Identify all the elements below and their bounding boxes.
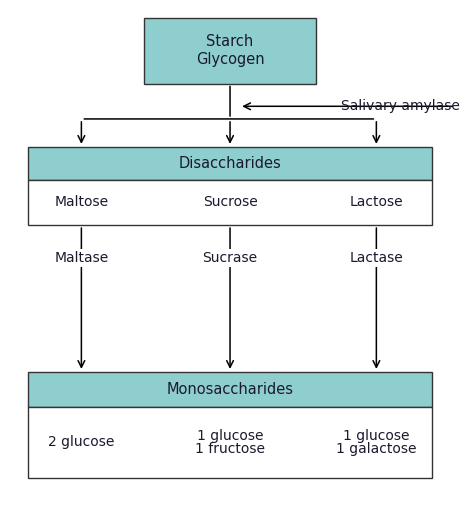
Text: Salivary amylase: Salivary amylase <box>341 99 460 114</box>
Text: 1 glucose
1 fructose: 1 glucose 1 fructose <box>195 429 265 456</box>
Text: 1 glucose
1 galactose: 1 glucose 1 galactose <box>336 429 417 456</box>
Text: Monosaccharides: Monosaccharides <box>166 382 293 397</box>
Bar <box>28 372 432 407</box>
Bar <box>28 407 432 478</box>
Bar <box>28 147 432 180</box>
Bar <box>144 18 316 84</box>
Text: Maltose: Maltose <box>55 196 109 209</box>
Text: Lactase: Lactase <box>349 251 403 265</box>
Text: Sucrose: Sucrose <box>203 196 257 209</box>
Text: 2 glucose: 2 glucose <box>48 436 115 449</box>
Bar <box>28 180 432 225</box>
Text: Sucrase: Sucrase <box>202 251 257 265</box>
Text: Lactose: Lactose <box>349 196 403 209</box>
Text: Starch
Glycogen: Starch Glycogen <box>196 35 264 67</box>
Text: Disaccharides: Disaccharides <box>179 156 282 171</box>
Text: Maltase: Maltase <box>54 251 109 265</box>
